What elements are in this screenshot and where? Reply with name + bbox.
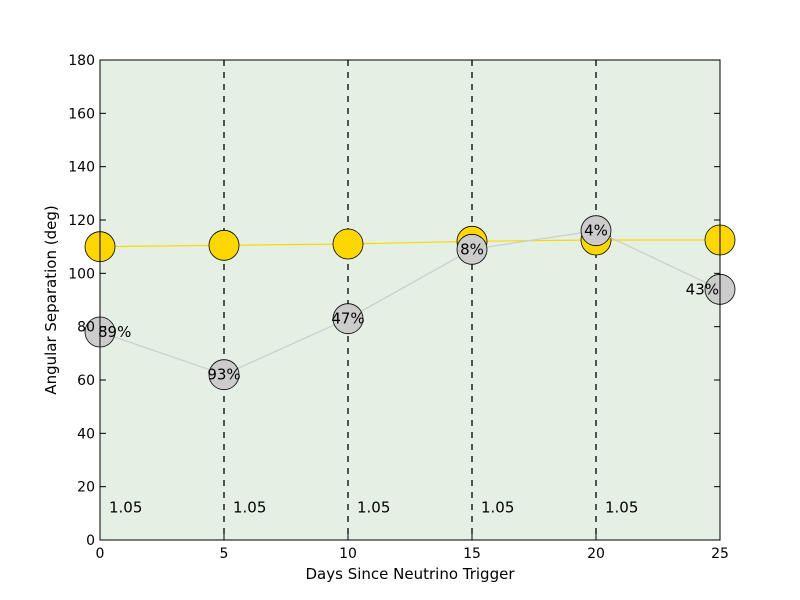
point-percent-label: 4% <box>584 222 608 240</box>
axes-layer: 0 5 10 15 20 25 0 20 40 60 80 100 120 140 160 180 <box>68 53 729 562</box>
line-value-label: 1.05 <box>233 499 266 517</box>
point-percent-label: 47% <box>331 310 364 328</box>
x-tick-label: 5 <box>220 546 229 562</box>
x-tick-label: 15 <box>463 546 481 562</box>
line-value-label: 1.05 <box>109 499 142 517</box>
y-tick-label: 140 <box>68 160 95 176</box>
y-tick-label: 100 <box>68 266 95 282</box>
y-tick-label: 40 <box>77 426 95 442</box>
data-point <box>208 229 240 261</box>
line-value-label: 1.05 <box>481 499 514 517</box>
vertical-lines <box>223 60 597 540</box>
y-tick-label: 80 <box>77 320 95 336</box>
point-percent-label: 89% <box>98 323 131 341</box>
y-tick-label: 120 <box>68 213 95 229</box>
data-point <box>208 359 240 391</box>
data-point <box>332 228 364 260</box>
plot-frame <box>99 59 721 541</box>
y-axis-label: Angular Separation (deg) <box>42 205 60 394</box>
point-percent-label: 93% <box>207 366 240 384</box>
data-point <box>580 215 612 247</box>
y-tick-label: 20 <box>77 480 95 496</box>
y-tick-label: 0 <box>86 533 95 549</box>
x-tick-label: 0 <box>96 546 105 562</box>
point-percent-label: 8% <box>460 240 484 258</box>
point-percent-label: 43% <box>686 280 719 298</box>
line-value-label: 1.05 <box>357 499 390 517</box>
x-tick-label: 25 <box>711 546 729 562</box>
y-tick-label: 180 <box>68 53 95 69</box>
y-tick-label: 160 <box>68 106 95 122</box>
x-tick-label: 10 <box>339 546 357 562</box>
series-line <box>99 230 721 376</box>
data-point <box>332 303 364 335</box>
plot-background <box>100 60 720 540</box>
labels-layer: 89% 93% 47% 8% 4% 43% 1.05 1.05 1.05 1.05 1.05 <box>98 222 719 517</box>
x-axis-label: Days Since Neutrino Trigger <box>306 565 516 583</box>
line-value-label: 1.05 <box>605 499 638 517</box>
x-tick-label: 20 <box>587 546 605 562</box>
y-tick-label: 60 <box>77 373 95 389</box>
data-point <box>456 233 488 265</box>
